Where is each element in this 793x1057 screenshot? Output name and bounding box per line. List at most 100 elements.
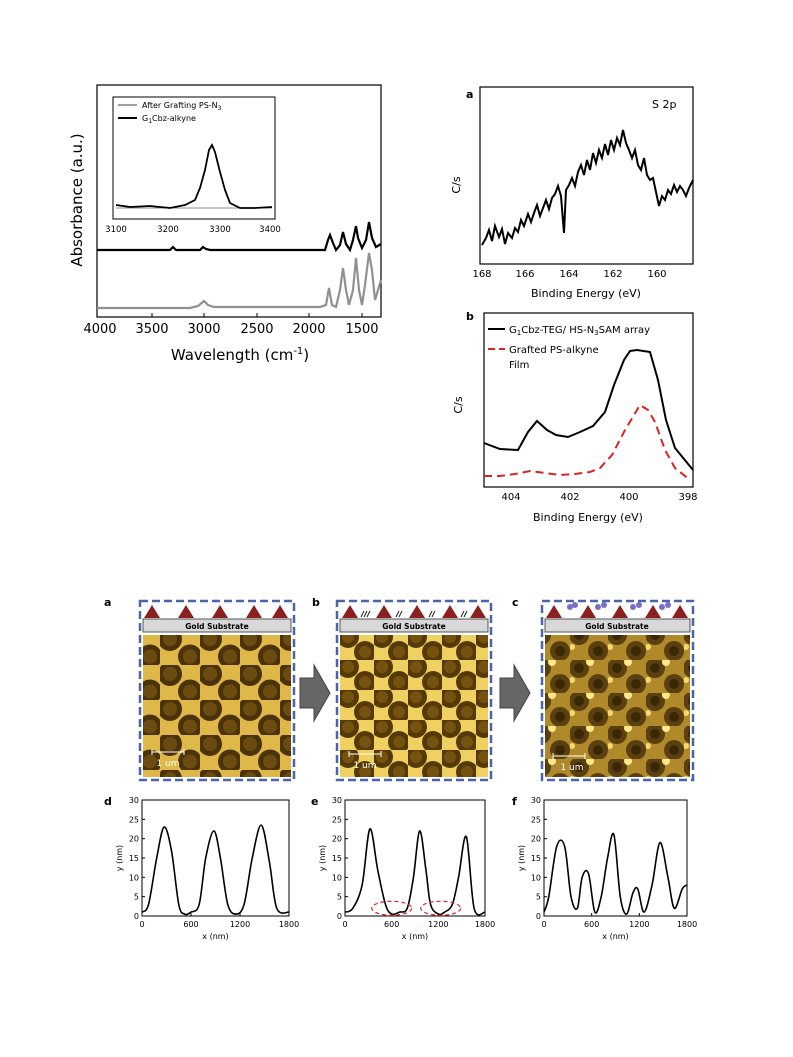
profile-frame — [543, 799, 688, 917]
panel-label-c2: c — [512, 596, 519, 609]
profile-xtick: 1200 — [428, 920, 448, 929]
profile-ytick: 15 — [332, 854, 342, 863]
n1s-xtick: 400 — [619, 492, 638, 503]
s2p-xtick: 160 — [647, 269, 666, 280]
inset-xtick: 3400 — [259, 225, 281, 235]
s2p-xtick: 164 — [559, 269, 578, 280]
s2p-xtick: 166 — [515, 269, 534, 280]
ir-xtick: 2500 — [240, 322, 273, 337]
profile-ytick: 25 — [332, 815, 342, 824]
profile-xlabel: x (nm) — [202, 932, 228, 941]
xps-s2p-chart: a S 2p C/s 168 166 164 162 160 Binding E… — [450, 86, 694, 300]
profile-ytick: 0 — [134, 912, 139, 921]
s2p-ylabel: C/s — [450, 176, 463, 193]
substrate-label: Gold Substrate — [585, 622, 648, 631]
triangle-row-c — [546, 602, 688, 618]
n1s-xlabel: Binding Energy (eV) — [533, 511, 643, 524]
profile-xtick: 1800 — [677, 920, 697, 929]
profile-ylabel: y (nm) — [517, 845, 526, 871]
profile-xlabel: x (nm) — [602, 932, 628, 941]
afm-panel-c: c Gold Substrate 1 um — [512, 596, 695, 782]
triangle-row-a — [144, 605, 288, 618]
profile-xtick: 1800 — [475, 920, 495, 929]
ir-spectrum-chart: 4000 3500 3000 2500 2000 1500 Wavelength… — [68, 84, 383, 364]
afm-panel-a: a Gold Substrate 1 um — [104, 596, 296, 782]
profile-ytick: 30 — [332, 796, 342, 805]
inset-xtick: 3200 — [157, 225, 179, 235]
afm-image-a — [143, 635, 291, 777]
inset-legend-2: G1Cbz-alkyne — [142, 114, 196, 125]
profile-line — [543, 832, 688, 915]
profile-ytick: 5 — [134, 893, 139, 902]
profile-ytick: 15 — [129, 854, 139, 863]
profile-ytick: 0 — [337, 912, 342, 921]
n1s-series-film — [484, 403, 691, 481]
profile-ytick: 10 — [332, 873, 342, 882]
profile-ytick: 5 — [337, 893, 342, 902]
ir-inset: After Grafting PS-N3 G1Cbz-alkyne 3100 3… — [105, 96, 281, 235]
highlight-ellipse — [420, 900, 462, 916]
height-profiles: d 0 5 10 15 20 25 30 0 600 1200 1800 x (nm) y (nm) e 0 5… — [104, 795, 697, 941]
s2p-xtick: 168 — [472, 269, 491, 280]
profile-label: f — [512, 795, 517, 808]
panel-label-a: a — [466, 88, 473, 101]
step-arrow-1 — [299, 663, 331, 723]
xps-n1s-chart: b C/s G1Cbz-TEG/ HS-N3SAM array Grafted … — [452, 310, 698, 524]
profile-ytick: 20 — [531, 835, 541, 844]
n1s-legend-1: G1Cbz-TEG/ HS-N3SAM array — [509, 325, 650, 337]
afm-panel-b: b Gold Substrate 1 um — [312, 596, 493, 782]
n1s-series-array — [483, 348, 694, 471]
afm-image-c — [545, 635, 690, 777]
profile-ytick: 25 — [129, 815, 139, 824]
n1s-xtick: 398 — [678, 492, 697, 503]
n1s-legend-2: Grafted PS-alkyne — [509, 345, 599, 356]
profile-xtick: 1200 — [629, 920, 649, 929]
ir-xlabel: Wavelength (cm-1) — [171, 346, 309, 364]
substrate-label: Gold Substrate — [382, 622, 445, 631]
ir-frame — [96, 84, 382, 318]
profile-ytick: 10 — [129, 873, 139, 882]
profile-ytick: 25 — [531, 815, 541, 824]
profile-xtick: 0 — [541, 920, 546, 929]
inset-xtick: 3300 — [209, 225, 231, 235]
profile-xtick: 0 — [139, 920, 144, 929]
ir-xtick: 3500 — [135, 322, 168, 337]
s2p-xlabel: Binding Energy (eV) — [531, 287, 641, 300]
profile-label: e — [311, 795, 318, 808]
profile-xtick: 600 — [384, 920, 399, 929]
n1s-ylabel: C/s — [452, 396, 465, 413]
profile-line — [344, 828, 486, 916]
profile-ylabel: y (nm) — [318, 845, 327, 871]
ir-xticks: 4000 3500 3000 2500 2000 1500 — [83, 313, 379, 337]
profile-xtick: 0 — [342, 920, 347, 929]
profile-xlabel: x (nm) — [402, 932, 428, 941]
ir-xtick: 2000 — [292, 322, 325, 337]
profile-xtick: 600 — [183, 920, 198, 929]
ir-xtick: 3000 — [187, 322, 220, 337]
profile-line — [141, 824, 290, 916]
profile-label: d — [104, 795, 112, 808]
s2p-xtick: 162 — [603, 269, 622, 280]
s2p-series — [481, 129, 694, 246]
profile-ylabel: y (nm) — [115, 845, 124, 871]
ir-series-grafted — [97, 252, 383, 310]
profile-ytick: 0 — [536, 912, 541, 921]
profile-ytick: 15 — [531, 854, 541, 863]
panel-label-b: b — [466, 310, 474, 323]
ir-xtick: 4000 — [83, 322, 116, 337]
afm-image-b — [340, 635, 488, 777]
profile-frame — [141, 799, 290, 917]
n1s-xtick: 402 — [560, 492, 579, 503]
panel-label-b2: b — [312, 596, 320, 609]
highlight-ellipse — [371, 900, 413, 916]
scale-bar-label: 1 um — [353, 761, 376, 771]
inset-legend-1: After Grafting PS-N3 — [142, 101, 222, 112]
profile-xtick: 1200 — [230, 920, 250, 929]
s2p-annotation: S 2p — [652, 98, 676, 111]
profile-xtick: 600 — [584, 920, 599, 929]
profile-ytick: 5 — [536, 893, 541, 902]
scale-bar-label: 1 um — [560, 763, 583, 773]
substrate-label: Gold Substrate — [185, 622, 248, 631]
ir-ylabel: Absorbance (a.u.) — [68, 133, 86, 266]
